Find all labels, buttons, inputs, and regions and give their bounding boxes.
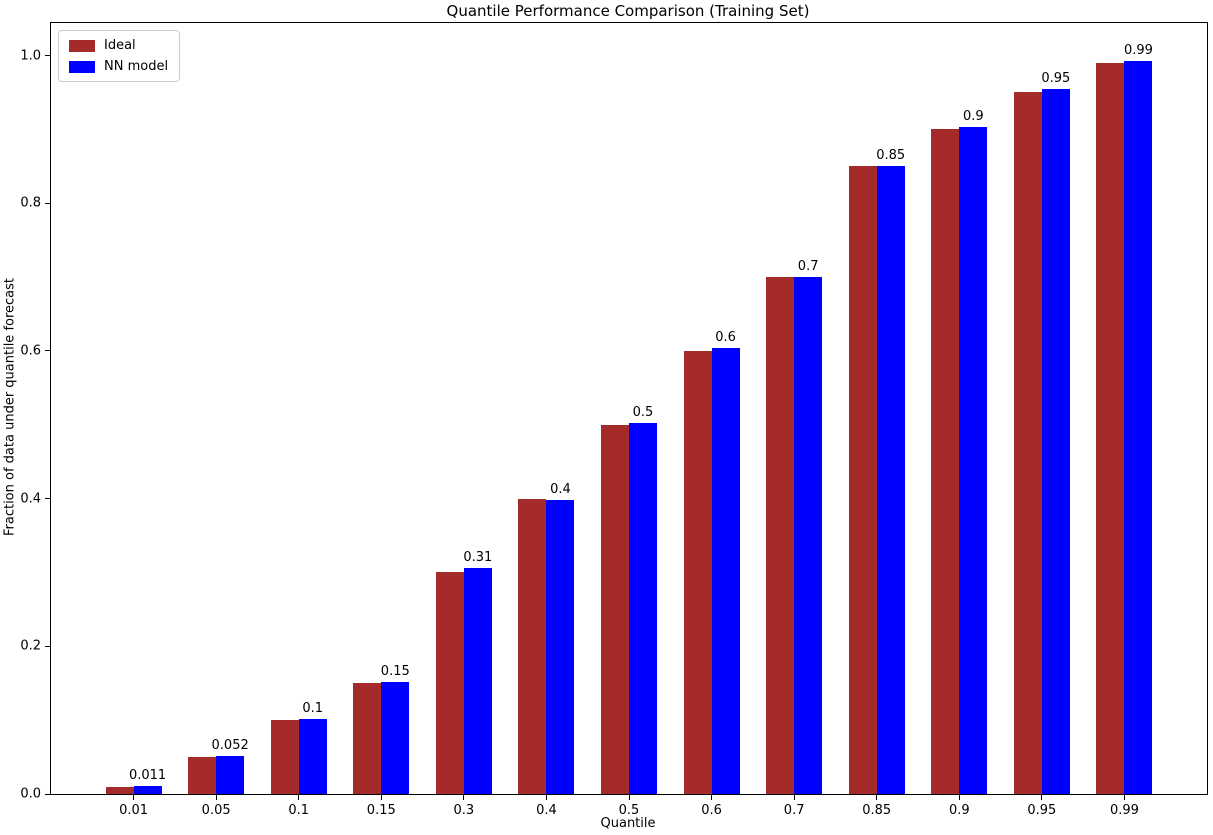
bar-nn-model xyxy=(133,785,162,794)
bar-nn-model xyxy=(1041,88,1070,794)
x-tick-label: 0.3 xyxy=(453,803,475,818)
x-tick-mark xyxy=(793,794,795,800)
x-tick-label: 0.05 xyxy=(201,803,231,818)
y-tick-mark xyxy=(45,793,51,795)
bar-nn-model xyxy=(794,277,823,794)
y-tick-mark xyxy=(45,55,51,56)
bar-value-label: 0.5 xyxy=(632,404,654,420)
x-tick-label: 0.4 xyxy=(536,803,557,818)
x-tick-mark xyxy=(545,794,547,800)
x-tick-label: 0.6 xyxy=(701,803,722,818)
x-axis-label: Quantile xyxy=(600,816,656,831)
y-tick-label: 0.6 xyxy=(20,343,41,359)
legend-item-ideal: Ideal xyxy=(69,38,168,53)
x-tick-mark xyxy=(711,794,713,800)
bar-nn-model xyxy=(711,347,740,794)
bar-value-label: 0.31 xyxy=(463,550,493,566)
legend-item-nn-model: NN model xyxy=(69,59,168,74)
bar-ideal xyxy=(105,786,134,794)
x-tick-mark xyxy=(215,794,217,800)
chart-title: Quantile Performance Comparison (Trainin… xyxy=(446,2,810,20)
y-tick-label: 0.4 xyxy=(20,491,41,507)
bar-value-label: 0.7 xyxy=(797,259,819,275)
bar-nn-model xyxy=(463,568,492,794)
legend-label-ideal: Ideal xyxy=(104,38,136,53)
legend-swatch-ideal xyxy=(69,39,95,52)
y-tick-label: 0.8 xyxy=(20,195,41,211)
y-tick-mark xyxy=(45,498,51,500)
bar-ideal xyxy=(601,424,629,794)
legend: Ideal NN model xyxy=(58,30,181,82)
y-tick-label: 0.2 xyxy=(20,638,41,654)
bar-nn-model xyxy=(216,755,245,794)
bar-value-label: 0.1 xyxy=(302,700,324,716)
bar-value-label: 0.052 xyxy=(211,737,249,753)
bar-value-label: 0.15 xyxy=(380,663,410,679)
bar-value-label: 0.99 xyxy=(1123,43,1153,59)
bar-nn-model xyxy=(298,718,327,794)
x-tick-label: 0.95 xyxy=(1027,803,1057,818)
legend-label-nn-model: NN model xyxy=(104,59,169,74)
x-tick-label: 0.1 xyxy=(288,803,310,818)
bar-value-label: 0.6 xyxy=(715,329,736,345)
bar-nn-model xyxy=(1124,61,1153,794)
x-tick-label: 0.99 xyxy=(1109,803,1139,818)
bar-nn-model xyxy=(959,127,988,794)
x-tick-label: 0.9 xyxy=(948,803,970,818)
bar-ideal xyxy=(848,166,877,794)
x-tick-label: 0.01 xyxy=(119,803,149,818)
x-tick-label: 0.5 xyxy=(618,803,640,818)
bar-nn-model xyxy=(629,422,657,794)
y-tick-label: 0.0 xyxy=(20,786,41,802)
bar-ideal xyxy=(518,498,547,794)
x-tick-mark xyxy=(958,794,960,800)
bar-ideal xyxy=(1096,62,1125,794)
legend-swatch-nn-model xyxy=(69,60,95,73)
y-tick-mark xyxy=(45,645,51,647)
bar-value-label: 0.85 xyxy=(876,147,906,163)
bar-ideal xyxy=(683,350,712,794)
bar-ideal xyxy=(1013,92,1042,794)
x-tick-mark xyxy=(463,794,465,800)
y-tick-mark xyxy=(45,350,51,352)
bar-nn-model xyxy=(546,500,575,794)
x-tick-mark xyxy=(298,794,300,800)
bar-ideal xyxy=(435,572,464,794)
bar-value-label: 0.011 xyxy=(128,767,167,783)
x-tick-mark xyxy=(1123,794,1125,800)
x-tick-mark xyxy=(628,794,630,800)
x-tick-mark xyxy=(1041,794,1043,800)
plot-area: Ideal NN model 0.0 0.2 0.4 0.6 0.8 1.0 0.01 0.01… xyxy=(20,22,1208,818)
x-tick-label: 0.15 xyxy=(366,803,396,818)
x-tick-mark xyxy=(380,794,382,800)
bar-value-label: 0.9 xyxy=(962,109,984,125)
x-tick-mark xyxy=(133,794,135,800)
y-tick-label: 1.0 xyxy=(20,48,41,63)
bar-value-label: 0.95 xyxy=(1041,70,1071,86)
bar-nn-model xyxy=(381,681,410,794)
y-tick-mark xyxy=(45,202,51,204)
bar-nn-model xyxy=(876,165,905,794)
bar-ideal xyxy=(188,757,217,794)
bar-ideal xyxy=(270,720,299,794)
bar-value-label: 0.4 xyxy=(550,482,571,498)
x-tick-mark xyxy=(876,794,878,800)
x-tick-label: 0.7 xyxy=(783,803,805,818)
y-axis-label: Fraction of data under quantile forecast xyxy=(2,277,18,537)
bar-ideal xyxy=(353,683,382,794)
x-tick-label: 0.85 xyxy=(862,803,892,818)
bar-ideal xyxy=(766,277,795,794)
bar-ideal xyxy=(931,129,960,794)
